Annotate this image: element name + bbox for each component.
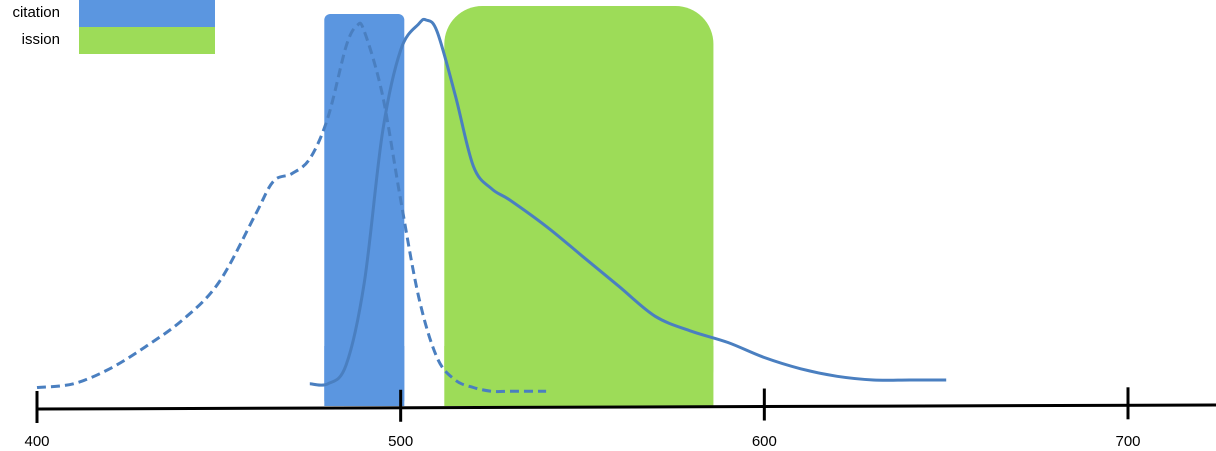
- x-tick-label: 700: [1115, 433, 1140, 450]
- legend-entry-excitation: citation: [0, 0, 220, 28]
- excitation-spectrum-line: [36, 21, 547, 394]
- x-tick-label: 500: [388, 433, 413, 450]
- legend-entry-emission: ission: [0, 27, 220, 55]
- legend-swatch-excitation: [79, 0, 215, 27]
- series-layer: [36, 17, 947, 394]
- x-axis-line: [36, 403, 1216, 411]
- band-excitation: [324, 14, 405, 406]
- x-tick-label: 600: [752, 433, 777, 450]
- x-tick-label: 400: [24, 433, 49, 450]
- legend-swatch-emission: [79, 27, 215, 54]
- legend-label-emission: ission: [21, 31, 60, 48]
- chart-legend: citation ission: [0, 0, 220, 60]
- x-axis: 400 500 600 700: [24, 387, 1216, 450]
- legend-label-excitation: citation: [12, 4, 60, 21]
- band-emission: [444, 6, 714, 406]
- band-excitation-base: [324, 346, 405, 406]
- bands-layer: [324, 6, 714, 406]
- band-emission-base: [444, 346, 714, 406]
- emission-spectrum-line: [309, 17, 947, 387]
